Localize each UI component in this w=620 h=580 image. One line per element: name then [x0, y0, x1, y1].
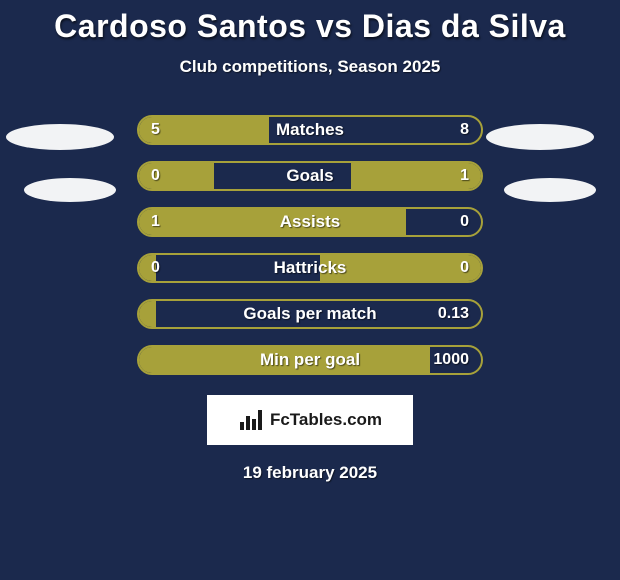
stat-fill-left: [139, 301, 156, 327]
stat-row: 5 Matches 8: [137, 115, 483, 145]
decorative-ellipse: [486, 124, 594, 150]
stat-row: 0 Hattricks 0: [137, 253, 483, 283]
stat-label: Goals: [286, 166, 333, 186]
stat-value-right: 0: [460, 213, 469, 231]
stat-value-left: 0: [151, 167, 160, 185]
stat-value-right: 8: [460, 121, 469, 139]
brand-bars-icon: [238, 408, 266, 432]
player-right-name: Dias da Silva: [362, 8, 566, 44]
stat-label: Hattricks: [274, 258, 347, 278]
stat-value-right: 0.13: [438, 305, 469, 323]
decorative-ellipse: [6, 124, 114, 150]
brand-text: FcTables.com: [270, 410, 382, 430]
subtitle: Club competitions, Season 2025: [0, 57, 620, 77]
stat-row: Goals per match 0.13: [137, 299, 483, 329]
stat-value-right: 0: [460, 259, 469, 277]
stat-row: 1 Assists 0: [137, 207, 483, 237]
decorative-ellipse: [24, 178, 116, 202]
stat-label: Min per goal: [260, 350, 360, 370]
page-title: Cardoso Santos vs Dias da Silva: [0, 0, 620, 45]
stats-container: 5 Matches 8 0 Goals 1 1 Assists 0 0 Hattricks 0 Goal…: [0, 115, 620, 375]
player-left-name: Cardoso Santos: [54, 8, 306, 44]
stat-fill-left: [139, 209, 406, 235]
stat-label: Matches: [276, 120, 344, 140]
footer-date: 19 february 2025: [0, 463, 620, 483]
stat-label: Assists: [280, 212, 340, 232]
stat-row: Min per goal 1000: [137, 345, 483, 375]
stat-label: Goals per match: [243, 304, 376, 324]
stat-value-left: 5: [151, 121, 160, 139]
vs-separator: vs: [316, 8, 353, 44]
stat-row: 0 Goals 1: [137, 161, 483, 191]
decorative-ellipse: [504, 178, 596, 202]
stat-value-left: 0: [151, 259, 160, 277]
stat-value-left: 1: [151, 213, 160, 231]
brand-box[interactable]: FcTables.com: [207, 395, 413, 445]
stat-value-right: 1: [460, 167, 469, 185]
stat-value-right: 1000: [433, 351, 469, 369]
